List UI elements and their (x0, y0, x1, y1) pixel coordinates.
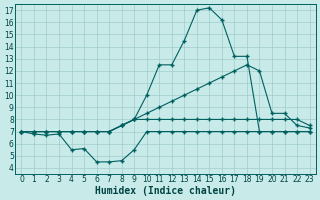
X-axis label: Humidex (Indice chaleur): Humidex (Indice chaleur) (95, 186, 236, 196)
